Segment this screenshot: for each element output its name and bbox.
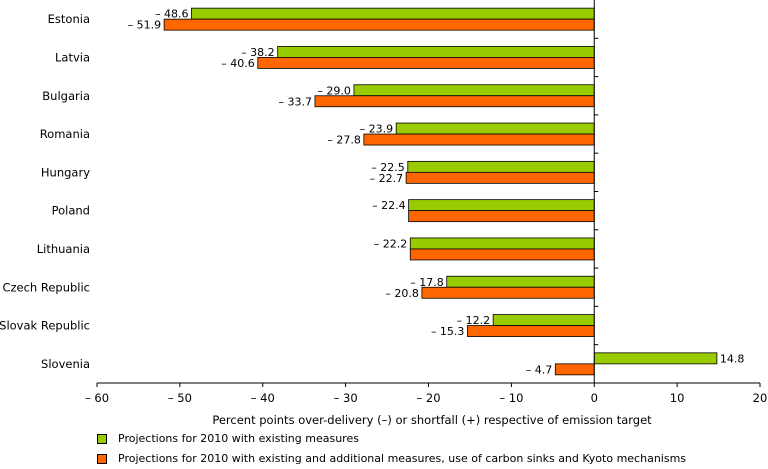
legend-swatch-existing bbox=[97, 434, 107, 444]
value-label-czech-republic-series-1: – 17.8 bbox=[410, 276, 444, 289]
category-label-slovak-republic: Slovak Republic bbox=[0, 319, 90, 333]
value-label-romania-series-1: – 23.9 bbox=[360, 123, 394, 136]
value-label-latvia-series-2: – 40.6 bbox=[221, 57, 255, 70]
category-label-slovenia: Slovenia bbox=[41, 357, 90, 371]
x-tick-label: – 10 bbox=[499, 391, 523, 405]
category-label-hungary: Hungary bbox=[41, 165, 90, 179]
value-label-slovenia-series-2: – 4.7 bbox=[526, 363, 553, 376]
x-tick-label: – 30 bbox=[334, 391, 358, 405]
value-label-slovak-republic-series-2: – 15.3 bbox=[431, 325, 465, 338]
bar-lithuania-series-1 bbox=[409, 237, 595, 250]
bar-bulgaria-series-1 bbox=[353, 84, 595, 97]
category-label-lithuania: Lithuania bbox=[37, 242, 90, 256]
value-label-estonia-series-1: – 48.6 bbox=[155, 8, 189, 21]
value-label-romania-series-2: – 27.8 bbox=[327, 134, 361, 147]
x-tick-label: – 50 bbox=[168, 391, 192, 405]
legend-swatch-additional bbox=[97, 454, 107, 464]
bar-czech-republic-series-2 bbox=[421, 286, 595, 299]
bar-bulgaria-series-2 bbox=[314, 95, 595, 108]
bar-hungary-series-2 bbox=[405, 171, 595, 184]
x-axis-title: Percent points over-delivery (–) or shor… bbox=[212, 413, 652, 427]
category-label-latvia: Latvia bbox=[55, 50, 90, 64]
bar-romania-series-1 bbox=[395, 122, 595, 135]
value-label-estonia-series-2: – 51.9 bbox=[128, 19, 162, 32]
bar-estonia-series-2 bbox=[163, 18, 595, 31]
value-label-bulgaria-series-2: – 33.7 bbox=[278, 95, 312, 108]
value-label-czech-republic-series-2: – 20.8 bbox=[385, 287, 419, 300]
value-label-slovenia-series-1: 14.8 bbox=[720, 352, 745, 365]
bar-hungary-series-1 bbox=[407, 160, 595, 173]
bar-slovenia-series-1 bbox=[593, 352, 718, 365]
value-label-slovak-republic-series-1: – 12.2 bbox=[457, 314, 491, 327]
legend-label-existing: Projections for 2010 with existing measu… bbox=[118, 432, 359, 445]
category-label-bulgaria: Bulgaria bbox=[42, 89, 90, 103]
value-labels: – 48.6– 51.9 – 38.2– 40.6 – 29.0 – 33.7 – 23… bbox=[128, 8, 745, 377]
bar-slovak-republic-series-2 bbox=[467, 325, 595, 337]
x-axis: – 60 – 50 – 40 – 30 – 20 – 10 0 10 20 bbox=[85, 382, 768, 405]
value-label-bulgaria-series-1: – 29.0 bbox=[317, 84, 351, 97]
value-label-latvia-series-1: – 38.2 bbox=[241, 46, 275, 59]
bar-latvia-series-2 bbox=[257, 57, 595, 69]
bar-lithuania-series-2 bbox=[409, 248, 595, 261]
category-labels: Estonia Latvia Bulgaria Romania Hungary Polan… bbox=[0, 12, 90, 371]
zero-axis-group bbox=[593, 0, 599, 384]
category-label-poland: Poland bbox=[52, 204, 90, 218]
bar-romania-series-2 bbox=[363, 133, 595, 146]
category-label-romania: Romania bbox=[40, 127, 90, 141]
value-label-hungary-series-1: – 22.5 bbox=[371, 161, 405, 174]
bar-estonia-series-1 bbox=[191, 7, 595, 20]
legend-label-additional: Projections for 2010 with existing and a… bbox=[118, 452, 687, 465]
x-tick-label: – 60 bbox=[85, 391, 109, 405]
value-label-poland-series-1: – 22.4 bbox=[372, 199, 406, 212]
bar-slovak-republic-series-1 bbox=[492, 314, 595, 326]
x-tick-label: 0 bbox=[591, 391, 598, 405]
category-label-estonia: Estonia bbox=[48, 12, 90, 26]
x-tick-label: – 20 bbox=[416, 391, 440, 405]
bar-latvia-series-1 bbox=[277, 46, 595, 58]
x-tick-label: 10 bbox=[670, 391, 685, 405]
bar-poland-series-2 bbox=[408, 210, 595, 223]
category-label-czech-republic: Czech Republic bbox=[2, 280, 90, 294]
bar-poland-series-1 bbox=[408, 199, 595, 212]
x-tick-label: – 40 bbox=[251, 391, 275, 405]
bar-slovenia-series-2 bbox=[554, 363, 595, 376]
bar-czech-republic-series-1 bbox=[446, 275, 595, 288]
x-tick-label: 20 bbox=[753, 391, 768, 405]
value-label-lithuania-series-1: – 22.2 bbox=[374, 237, 408, 250]
value-label-hungary-series-2: – 22.7 bbox=[370, 172, 404, 185]
